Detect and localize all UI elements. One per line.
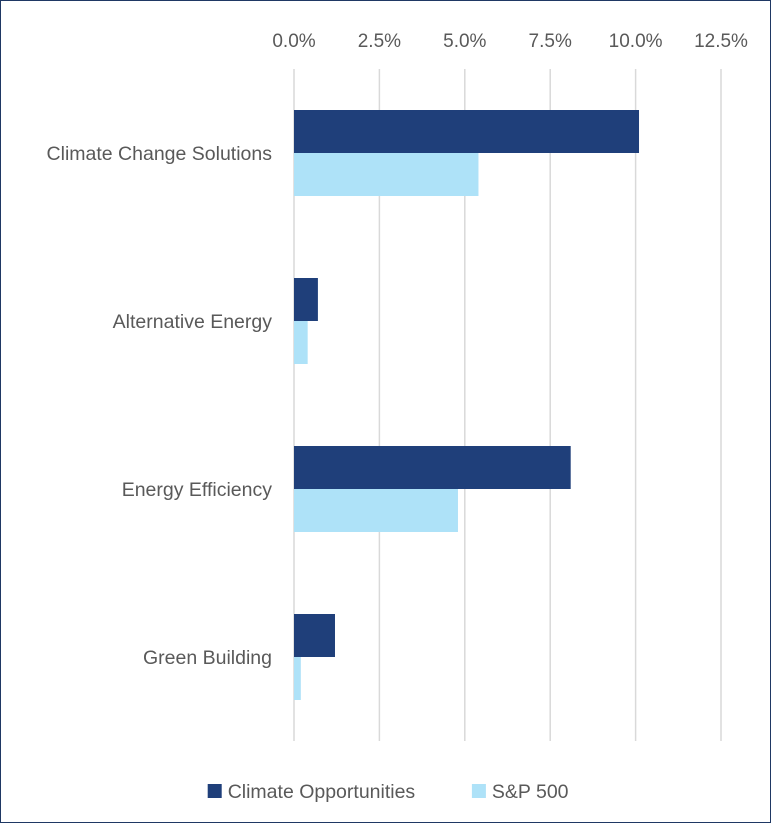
x-tick-label: 0.0% (272, 31, 315, 52)
legend-label: Climate Opportunities (228, 781, 416, 803)
bar-climate-opportunities-climate-change-solutions (294, 110, 640, 153)
x-tick-label: 7.5% (529, 31, 572, 52)
x-tick-labels: 0.0% 2.5% 5.0% 7.5% 10.0% 12.5% (272, 31, 748, 52)
legend-label: S&P 500 (492, 781, 569, 803)
legend-item-climate-opportunities: Climate Opportunities (207, 781, 416, 803)
legend-swatch (207, 784, 222, 798)
bar-climate-opportunities-energy-efficiency (294, 446, 571, 489)
legend-swatch (471, 784, 486, 798)
bar-s-p-500-climate-change-solutions (294, 153, 479, 196)
x-tick-label: 2.5% (358, 31, 401, 52)
category-label: Climate Change Solutions (47, 143, 273, 165)
category-label: Energy Efficiency (122, 479, 273, 501)
x-tick-label: 12.5% (694, 31, 748, 52)
legend: Climate Opportunities S&P 500 (207, 781, 569, 803)
category-labels: Climate Change Solutions Alternative Ener… (47, 143, 273, 669)
bar-climate-opportunities-green-building (294, 614, 335, 657)
bar-s-p-500-green-building (294, 657, 301, 700)
category-label: Green Building (143, 647, 272, 669)
category-label: Alternative Energy (113, 311, 273, 333)
legend-item-s-p-500: S&P 500 (471, 781, 569, 803)
bar-s-p-500-alternative-energy (294, 321, 308, 364)
bar-s-p-500-energy-efficiency (294, 489, 458, 532)
bar-climate-opportunities-alternative-energy (294, 278, 318, 321)
x-tick-label: 10.0% (609, 31, 663, 52)
x-tick-label: 5.0% (443, 31, 486, 52)
bars (294, 110, 640, 700)
